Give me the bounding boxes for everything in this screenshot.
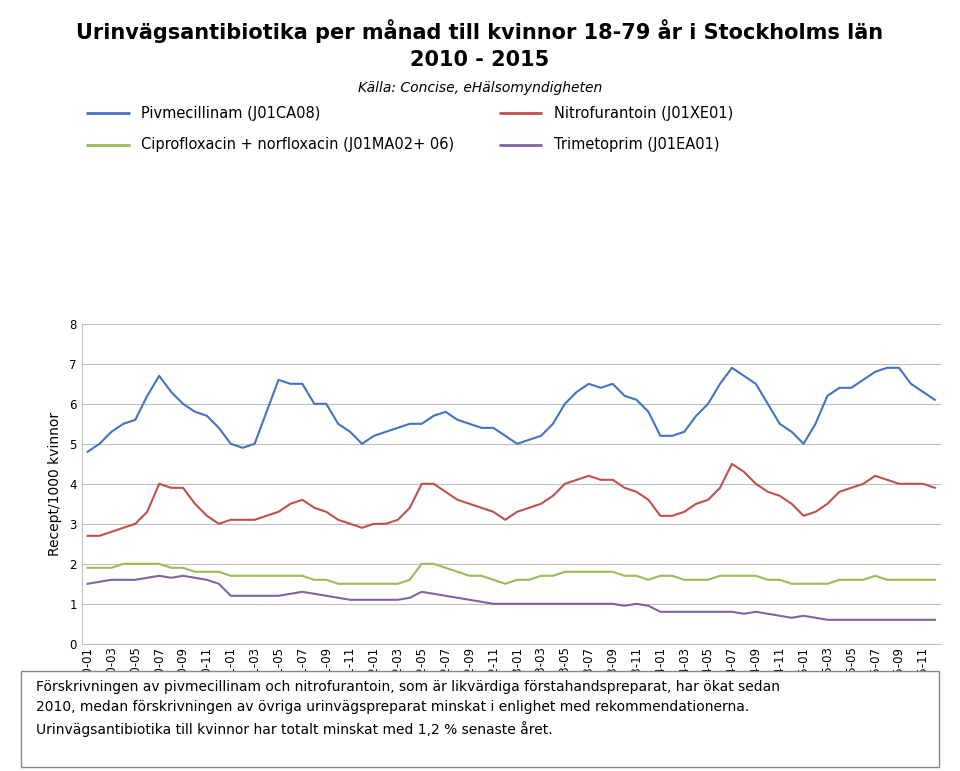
Text: Ciprofloxacin + norfloxacin (J01MA02+ 06): Ciprofloxacin + norfloxacin (J01MA02+ 06… — [141, 137, 454, 153]
Text: Nitrofurantoin (J01XE01): Nitrofurantoin (J01XE01) — [554, 106, 733, 121]
Text: Trimetoprim (J01EA01): Trimetoprim (J01EA01) — [554, 137, 719, 153]
Text: Källa: Concise, eHälsomyndigheten: Källa: Concise, eHälsomyndigheten — [358, 81, 602, 95]
Text: 2010 - 2015: 2010 - 2015 — [410, 50, 550, 70]
Y-axis label: Recept/1000 kvinnor: Recept/1000 kvinnor — [48, 412, 62, 556]
Text: Pivmecillinam (J01CA08): Pivmecillinam (J01CA08) — [141, 106, 321, 121]
Text: Förskrivningen av pivmecillinam och nitrofurantoin, som är likvärdiga förstahand: Förskrivningen av pivmecillinam och nitr… — [36, 680, 780, 737]
Text: Urinvägsantibiotika per månad till kvinnor 18-79 år i Stockholms län: Urinvägsantibiotika per månad till kvinn… — [77, 19, 883, 43]
